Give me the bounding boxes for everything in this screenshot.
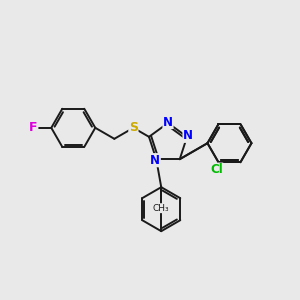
Text: N: N — [150, 154, 160, 167]
Text: Cl: Cl — [210, 163, 223, 176]
Text: N: N — [183, 129, 193, 142]
Text: S: S — [129, 121, 138, 134]
Text: CH₃: CH₃ — [153, 204, 169, 213]
Text: N: N — [163, 116, 173, 128]
Text: F: F — [29, 121, 38, 134]
